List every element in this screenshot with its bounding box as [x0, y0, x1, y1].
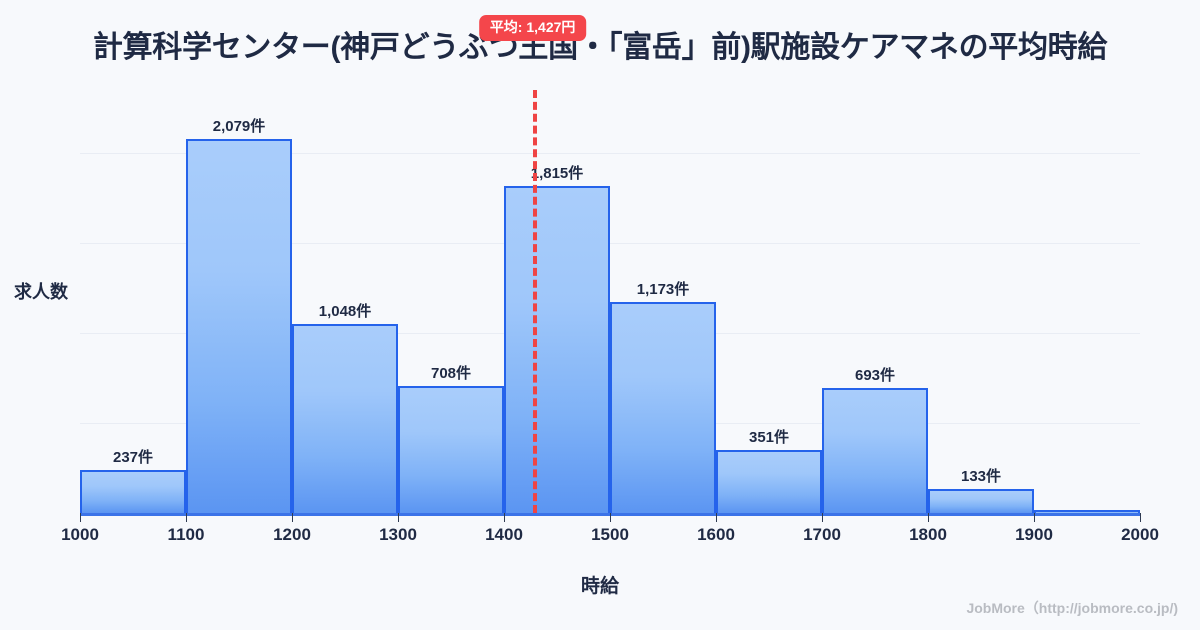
histogram-bar[interactable] — [928, 489, 1034, 513]
histogram-bar[interactable] — [80, 470, 186, 513]
x-tick-label: 2000 — [1121, 525, 1159, 544]
bar-value-label: 351件 — [748, 428, 790, 446]
x-tick-mark — [292, 513, 293, 522]
x-tick-mark — [822, 513, 823, 522]
histogram-bar[interactable] — [186, 138, 292, 513]
x-tick-label: 1200 — [273, 525, 311, 544]
bar-value-label: 237件 — [112, 449, 154, 467]
x-tick-mark — [186, 513, 187, 522]
x-tick-label: 1900 — [1015, 525, 1053, 544]
bar-value-label: 2,079件 — [212, 117, 266, 135]
x-tick-mark — [610, 513, 611, 522]
x-axis-title: 時給 — [580, 576, 620, 597]
x-tick-mark — [398, 513, 399, 522]
footer-credit: JobMore（http://jobmore.co.jp/) — [966, 600, 1178, 616]
gridline — [80, 243, 1140, 244]
x-tick-label: 1100 — [167, 525, 205, 544]
x-tick-label: 1600 — [697, 525, 735, 544]
bar-value-label: 1,173件 — [636, 280, 690, 298]
x-tick-label: 1000 — [61, 525, 99, 544]
bar-value-label: 708件 — [430, 364, 472, 382]
x-tick-label: 1800 — [909, 525, 947, 544]
x-tick-mark — [1034, 513, 1035, 522]
histogram-bar[interactable] — [716, 449, 822, 513]
x-tick-label: 1500 — [591, 525, 629, 544]
histogram-bar[interactable] — [292, 324, 398, 513]
x-tick-mark — [928, 513, 929, 522]
y-axis-title: 求人数 — [14, 282, 68, 302]
average-badge: 平均: 1,427円 — [478, 15, 587, 41]
gridline — [80, 153, 1140, 154]
plot-area: 237件 2,079件 1,048件 708件 1,815件 1,173件 351件 693件… — [80, 15, 1141, 522]
histogram-bar[interactable] — [398, 385, 504, 513]
x-tick-label: 1700 — [803, 525, 841, 544]
x-tick-mark — [504, 513, 505, 522]
average-dashed-line — [532, 90, 537, 513]
bar-value-label: 693件 — [854, 367, 896, 385]
histogram-bar[interactable] — [1034, 510, 1140, 513]
x-tick-mark — [80, 513, 81, 522]
x-tick-label: 1300 — [379, 525, 417, 544]
histogram-bar[interactable] — [822, 388, 928, 513]
histogram-bar[interactable] — [610, 301, 716, 513]
bar-value-label: 1,048件 — [318, 303, 372, 321]
histogram-bar[interactable] — [504, 186, 610, 513]
x-tick-mark — [716, 513, 717, 522]
x-tick-label: 1400 — [485, 525, 523, 544]
bar-value-label: 1,815件 — [530, 165, 584, 183]
bar-value-label: 133件 — [960, 468, 1002, 486]
x-tick-mark — [1140, 513, 1141, 522]
chart-title: 計算科学センター(神戸どうぶつ王国・「富岳」前)駅施設ケアマネの平均時給 — [92, 31, 1108, 64]
